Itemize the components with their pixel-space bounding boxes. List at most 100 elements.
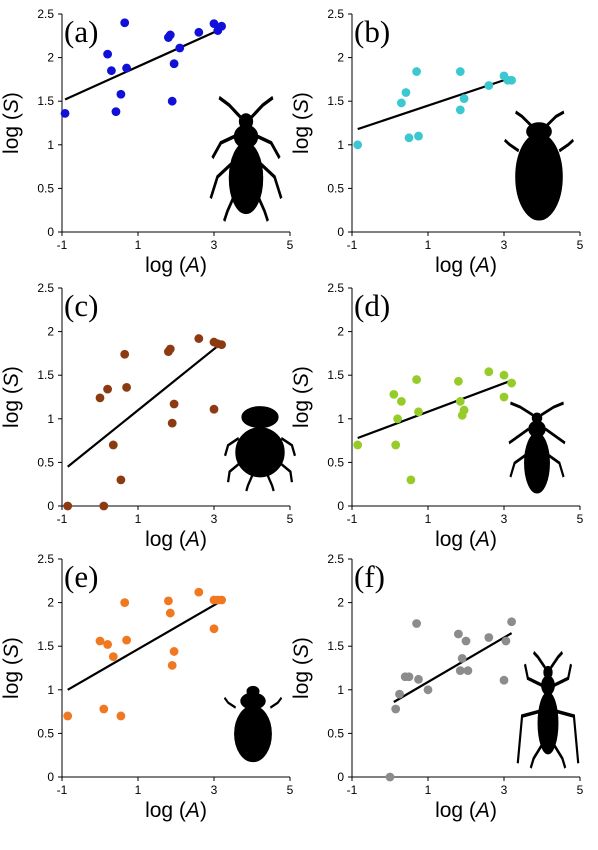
y-axis-title: log (S) [290,92,313,154]
x-tick-label: 3 [211,238,218,252]
data-point [108,652,118,662]
data-point [63,501,73,511]
data-point [63,711,73,721]
regression-line [67,599,223,691]
x-axis-title-suffix: ) [490,799,497,822]
y-axis-title: log (S) [290,637,313,699]
data-point [507,378,516,388]
data-point [507,75,516,85]
x-tick-label: -1 [57,238,68,252]
y-tick-label: 2.5 [327,552,344,566]
data-point [167,660,177,670]
y-tick-label: 2 [47,51,54,65]
y-axis-title-var: S [290,99,313,113]
data-point [391,440,401,450]
data-point [116,711,126,721]
scarab-beetle-silhouette [223,685,283,763]
y-axis-title-prefix: log ( [0,387,23,428]
data-point [95,393,105,403]
data-point [414,407,423,417]
y-axis-title-prefix: log ( [0,113,23,154]
data-point [397,98,406,108]
data-point [499,370,509,380]
panel-label: (e) [64,559,98,594]
data-point [175,43,185,53]
y-tick-label: 2.5 [327,281,344,295]
y-axis-title: log (S) [0,366,23,428]
y-tick-label: 1 [47,138,54,152]
y-axis-title-var: S [0,99,23,113]
y-tick-label: 1.5 [327,639,344,653]
y-axis-title-prefix: log ( [290,387,313,428]
y-tick-label: 1 [47,683,54,697]
data-point [463,666,473,676]
y-tick-label: 2 [337,596,344,610]
data-point [209,19,219,28]
data-point [353,140,363,150]
regression-line [67,342,223,468]
data-point [459,405,469,415]
y-axis-title-var: S [290,373,313,387]
y-tick-label: 0.5 [37,455,54,469]
x-axis-title: log (A) [435,254,497,277]
x-tick-label: 3 [501,238,508,252]
data-point [406,475,416,485]
data-point [454,376,463,386]
y-tick-label: 1.5 [37,368,54,382]
data-point [194,587,204,597]
data-point [414,674,423,684]
data-point [169,59,179,69]
regression-line [393,632,513,703]
x-axis-title-suffix: ) [200,799,207,822]
data-point [165,608,175,618]
y-tick-label: 0 [337,225,344,239]
long-legged-beetle-silhouette [516,650,580,769]
data-point [164,596,173,606]
x-axis-title-prefix: log ( [145,528,186,551]
data-point [217,340,227,350]
data-point [412,67,421,76]
y-tick-label: 1.5 [37,94,54,108]
panel-label: (d) [354,288,390,323]
x-axis-title: log (A) [145,528,207,551]
x-tick-label: 1 [425,512,432,526]
x-axis-title-prefix: log ( [145,254,186,277]
x-tick-label: 5 [577,783,584,797]
data-point [167,418,177,428]
data-point [99,501,109,511]
y-tick-label: 1 [337,412,344,426]
data-point [484,633,494,642]
y-tick-label: 0 [47,225,54,239]
data-point [120,349,130,359]
data-point [122,63,131,73]
x-axis-title-var: A [184,528,200,551]
data-point [111,107,121,117]
x-axis-title-var: A [474,254,490,277]
y-axis-title-suffix: ) [290,637,313,644]
data-point [353,440,363,450]
y-tick-label: 0.5 [37,181,54,195]
x-axis-title: log (A) [435,799,497,822]
x-axis-title-suffix: ) [490,528,497,551]
data-point [60,109,70,118]
y-axis-title-suffix: ) [0,366,23,373]
x-axis-title-prefix: log ( [435,254,476,277]
x-tick-label: -1 [347,238,358,252]
data-point [165,30,175,40]
y-tick-label: 1 [337,683,344,697]
data-point [169,399,179,409]
data-point [455,666,465,676]
diving-beetle-silhouette [504,110,574,221]
data-point [484,367,494,377]
y-tick-label: 0.5 [327,181,344,195]
y-tick-label: 2 [47,325,54,339]
data-point [459,94,469,103]
y-tick-label: 2 [337,51,344,65]
y-axis-title-var: S [0,373,23,387]
crawling-water-beetle-silhouette [508,401,566,494]
data-point [391,704,401,714]
y-tick-label: 1 [337,138,344,152]
